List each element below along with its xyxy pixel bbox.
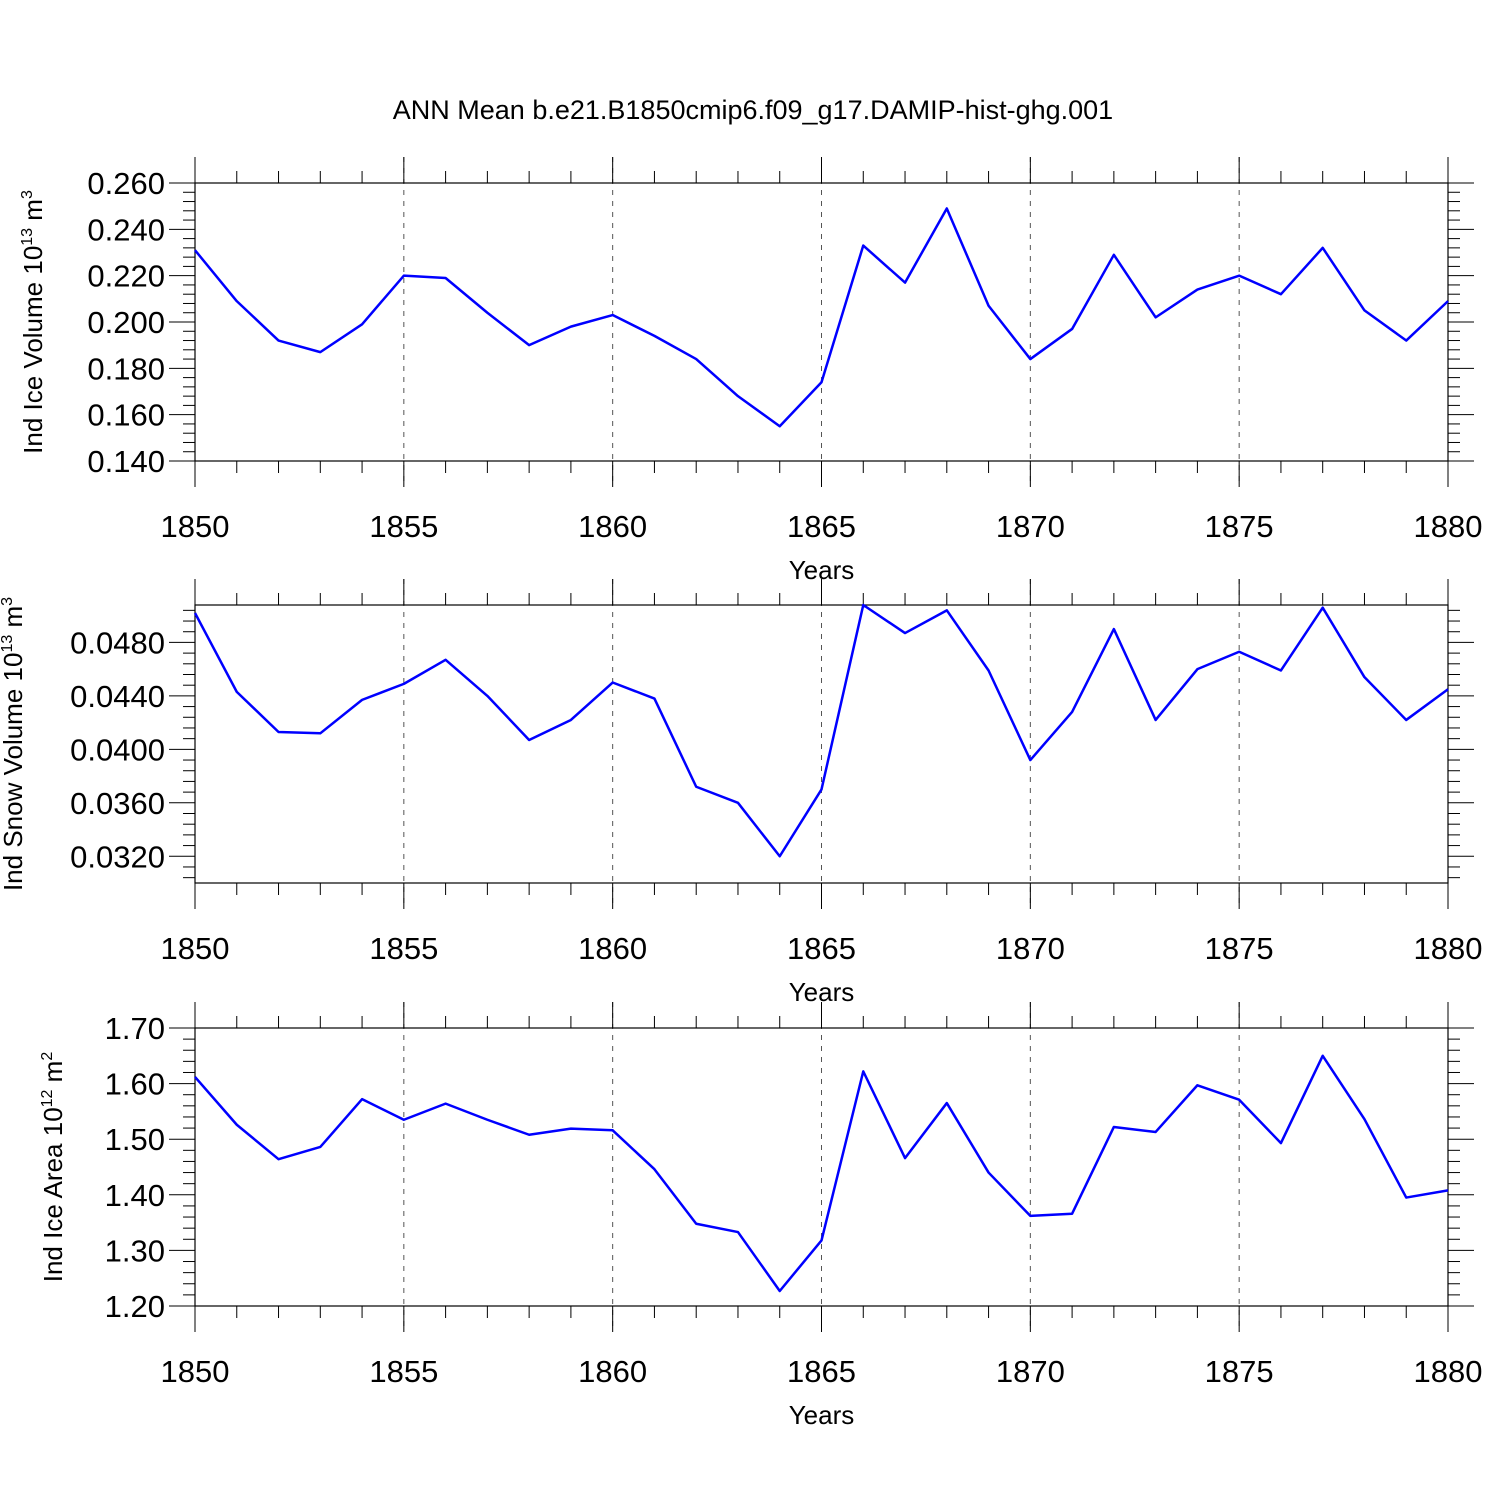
y-tick-label: 1.60 — [105, 1067, 165, 1102]
x-tick-label: 1855 — [369, 1354, 438, 1389]
y-tick-label: 0.0480 — [70, 625, 165, 660]
panel-2: 0.0320 0.0360 0.0400 0.0440 0.0480 1850 1855 18… — [0, 579, 1482, 1007]
y-tick-label: 0.0360 — [70, 786, 165, 821]
x-tick-label: 1870 — [996, 931, 1065, 966]
panel-1: 0.140 0.160 0.180 0.200 0.220 0.240 0.260 1850 1… — [18, 157, 1482, 585]
x-tick-label: 1850 — [161, 931, 230, 966]
y-tick-label: 0.260 — [87, 166, 165, 201]
y-axis-label: Ind Ice Area 1012 m2 — [38, 1052, 68, 1283]
x-tick-label: 1865 — [787, 1354, 856, 1389]
y-tick-label: 0.0440 — [70, 679, 165, 714]
x-tick-label: 1875 — [1205, 1354, 1274, 1389]
x-tick-label: 1880 — [1414, 931, 1483, 966]
y-tick-label: 0.160 — [87, 398, 165, 433]
x-tick-label: 1870 — [996, 509, 1065, 544]
x-tick-label: 1850 — [161, 509, 230, 544]
y-tick-label: 1.30 — [105, 1233, 165, 1268]
y-axis-label: Ind Ice Volume 1013 m3 — [18, 190, 48, 454]
x-axis-label: Years — [789, 1400, 855, 1430]
y-tick-label: 0.140 — [87, 444, 165, 479]
y-tick-label: 0.0320 — [70, 839, 165, 874]
x-tick-label: 1875 — [1205, 931, 1274, 966]
y-tick-label: 1.40 — [105, 1178, 165, 1213]
x-tick-label: 1855 — [369, 509, 438, 544]
y-tick-label: 0.180 — [87, 351, 165, 386]
y-tick-label: 0.200 — [87, 305, 165, 340]
x-tick-label: 1850 — [161, 1354, 230, 1389]
x-tick-label: 1870 — [996, 1354, 1065, 1389]
x-tick-label: 1860 — [578, 931, 647, 966]
y-tick-label: 1.20 — [105, 1289, 165, 1324]
x-tick-label: 1865 — [787, 931, 856, 966]
panel-3: 1.20 1.30 1.40 1.50 1.60 1.70 1850 1855 1860 1865… — [38, 1002, 1482, 1430]
x-tick-label: 1865 — [787, 509, 856, 544]
x-tick-label: 1860 — [578, 509, 647, 544]
y-tick-label: 0.220 — [87, 259, 165, 294]
y-tick-label: 1.50 — [105, 1122, 165, 1157]
x-tick-label: 1880 — [1414, 1354, 1483, 1389]
x-tick-label: 1880 — [1414, 509, 1483, 544]
figure-title: ANN Mean b.e21.B1850cmip6.f09_g17.DAMIP-… — [393, 95, 1113, 125]
y-axis-label: Ind Snow Volume 1013 m3 — [0, 597, 28, 891]
x-tick-label: 1855 — [369, 931, 438, 966]
x-tick-label: 1875 — [1205, 509, 1274, 544]
y-tick-label: 1.70 — [105, 1011, 165, 1046]
x-tick-label: 1860 — [578, 1354, 647, 1389]
y-tick-label: 0.0400 — [70, 732, 165, 767]
y-tick-label: 0.240 — [87, 212, 165, 247]
